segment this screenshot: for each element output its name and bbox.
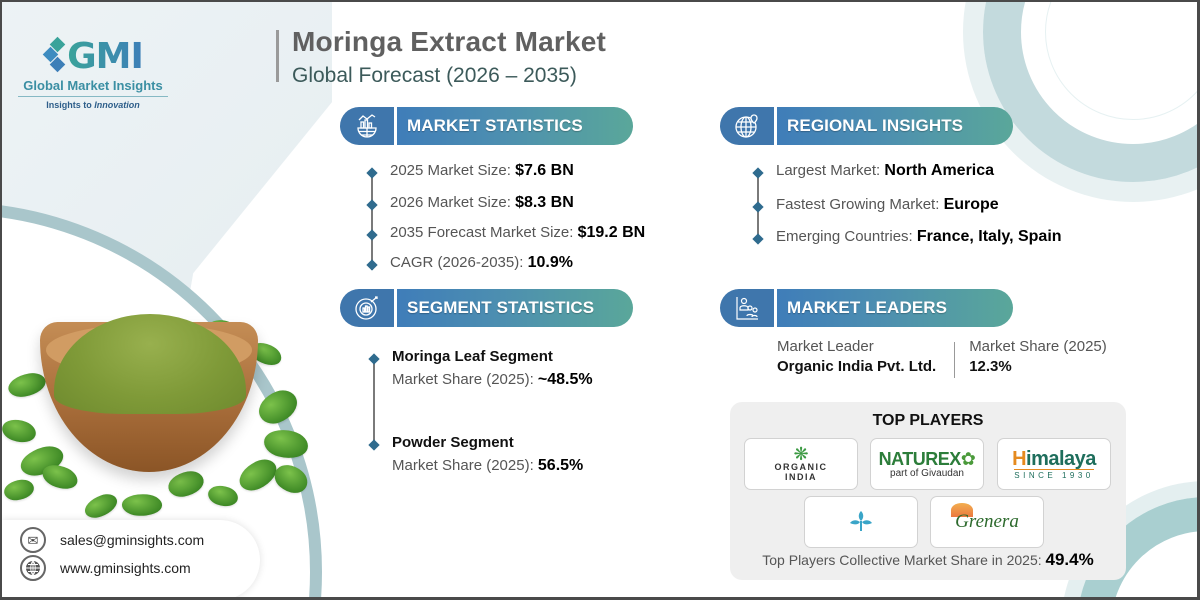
leader-label: Market Leader xyxy=(777,338,874,355)
segment-statistics-title: SEGMENT STATISTICS xyxy=(397,289,633,327)
pie-chart-target-icon xyxy=(340,289,394,327)
contact-card: ✉ sales@gminsights.com www.gminsights.co… xyxy=(2,520,260,597)
segment-statistics-list: Moringa Leaf Segment Market Share (2025)… xyxy=(368,348,593,475)
market-statistics-list: 2025 Market Size: $7.6 BN 2026 Market Si… xyxy=(366,162,645,284)
market-leaders-content: Market Leader Organic India Pvt. Ltd. Ma… xyxy=(777,338,1125,378)
leaders-divider xyxy=(954,342,956,378)
regional-insights-title: REGIONAL INSIGHTS xyxy=(777,107,1013,145)
stat-2035-forecast: 2035 Forecast Market Size: $19.2 BN xyxy=(366,224,645,254)
logo-diamond-icon xyxy=(42,36,66,75)
player-logo-himalaya[interactable]: Himalaya SINCE 1930 xyxy=(997,438,1111,490)
player-logo-leaf[interactable] xyxy=(804,496,918,548)
contact-email-row[interactable]: ✉ sales@gminsights.com xyxy=(20,526,260,554)
blue-leaf-icon xyxy=(850,511,872,531)
top-players-collective-share: Top Players Collective Market Share in 2… xyxy=(762,550,1094,569)
region-largest: Largest Market: North America xyxy=(752,162,1062,196)
page-title: Moringa Extract Market xyxy=(292,26,607,57)
contact-email[interactable]: sales@gminsights.com xyxy=(60,532,205,548)
stat-cagr: CAGR (2026-2035): 10.9% xyxy=(366,254,645,284)
title-accent-bar xyxy=(276,30,279,82)
logo-company-name: Global Market Insights xyxy=(18,78,168,97)
envelope-icon: ✉ xyxy=(20,527,46,553)
people-chart-icon xyxy=(720,289,774,327)
moringa-powder-photo xyxy=(2,252,332,522)
leader-share-label: Market Share (2025) xyxy=(969,338,1107,355)
grenera-sun-icon xyxy=(951,503,974,517)
player-logo-organic-india[interactable]: ❋ ORGANIC INDIA xyxy=(744,438,858,490)
segment-statistics-header: SEGMENT STATISTICS xyxy=(340,289,633,327)
regional-insights-list: Largest Market: North America Fastest Gr… xyxy=(752,162,1062,258)
market-leaders-header: MARKET LEADERS xyxy=(720,289,1013,327)
stat-2025-size: 2025 Market Size: $7.6 BN xyxy=(366,162,645,194)
contact-website-row[interactable]: www.gminsights.com xyxy=(20,554,260,582)
naturex-leaf-icon: ✿ xyxy=(960,448,976,469)
decorative-rings-top xyxy=(983,2,1197,182)
leader-value: Organic India Pvt. Ltd. xyxy=(777,358,937,375)
market-statistics-title: MARKET STATISTICS xyxy=(397,107,633,145)
segment-powder: Powder Segment Market Share (2025): 56.5… xyxy=(368,434,593,475)
regional-insights-header: REGIONAL INSIGHTS xyxy=(720,107,1013,145)
logo-letters: GMI xyxy=(67,35,144,77)
player-logo-grenera[interactable]: Grenera xyxy=(930,496,1044,548)
left-panel: GMI Global Market Insights Insights to I… xyxy=(2,2,332,597)
globe-icon xyxy=(20,555,46,581)
top-players-title: TOP PLAYERS xyxy=(872,412,984,429)
region-fastest: Fastest Growing Market: Europe xyxy=(752,196,1062,228)
globe-pin-icon xyxy=(720,107,774,145)
chart-globe-icon xyxy=(340,107,394,145)
market-leaders-title: MARKET LEADERS xyxy=(777,289,1013,327)
market-statistics-header: MARKET STATISTICS xyxy=(340,107,633,145)
organic-india-leaf-icon: ❋ xyxy=(793,444,809,464)
leader-share-value: 12.3% xyxy=(969,358,1012,375)
gmi-logo[interactable]: GMI Global Market Insights Insights to I… xyxy=(18,36,168,110)
logo-tagline: Insights to Innovation xyxy=(46,100,140,110)
segment-moringa-leaf: Moringa Leaf Segment Market Share (2025)… xyxy=(368,348,593,434)
player-logo-naturex[interactable]: NATUREX✿ part of Givaudan xyxy=(870,438,984,490)
top-players-panel: TOP PLAYERS ❋ ORGANIC INDIA NATUREX✿ par… xyxy=(730,402,1126,580)
region-emerging: Emerging Countries: France, Italy, Spain xyxy=(752,228,1062,258)
page-subtitle: Global Forecast (2026 – 2035) xyxy=(292,64,577,87)
stat-2026-size: 2026 Market Size: $8.3 BN xyxy=(366,194,645,224)
contact-website[interactable]: www.gminsights.com xyxy=(60,560,191,576)
